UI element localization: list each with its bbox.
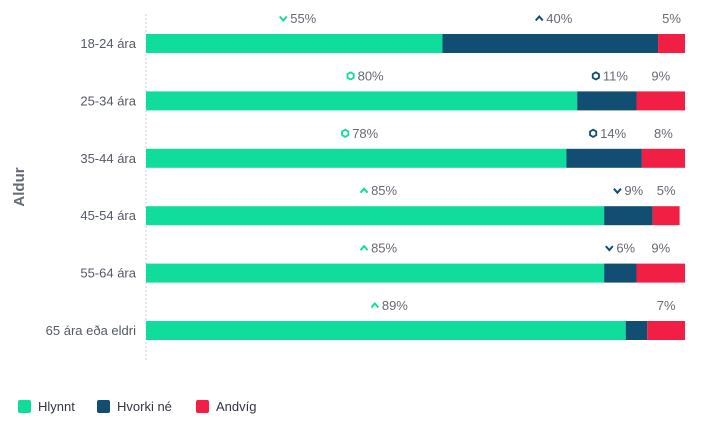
bar-segment xyxy=(658,34,685,53)
legend-swatch xyxy=(97,400,110,413)
chevron-down-icon xyxy=(605,245,614,252)
value-label: 5% xyxy=(657,183,676,198)
hexagon-icon xyxy=(346,71,355,81)
value-text: 11% xyxy=(603,68,628,83)
value-label: 7% xyxy=(657,298,676,313)
legend-swatch xyxy=(196,400,209,413)
value-text: 9% xyxy=(651,68,670,83)
bar-segment xyxy=(647,321,685,340)
bars xyxy=(146,34,685,340)
bar-segment xyxy=(146,34,443,53)
bar-segment xyxy=(652,206,680,226)
hexagon-icon xyxy=(591,71,600,81)
value-label: 5% xyxy=(662,11,681,26)
value-label: 85% xyxy=(359,241,398,256)
value-label: 78% xyxy=(341,126,379,141)
value-label: 55% xyxy=(278,11,317,26)
value-label: 85% xyxy=(359,183,398,198)
category-label: 18-24 ára xyxy=(80,36,136,51)
value-label: 40% xyxy=(534,11,573,26)
value-text: 7% xyxy=(657,298,676,313)
value-text: 5% xyxy=(657,183,676,198)
bar-segment xyxy=(146,321,626,340)
value-labels: 55% 40% 5% 80% 11% 9% 78% 14% 8% 85% 9% 5% 85% 6% 9% 89… xyxy=(278,11,681,313)
category-label: 55-64 ára xyxy=(80,266,136,281)
value-text: 80% xyxy=(358,68,384,83)
y-axis-title: Aldur xyxy=(11,167,28,206)
category-label: 65 ára eða eldri xyxy=(46,323,136,338)
value-text: 85% xyxy=(371,183,397,198)
value-text: 85% xyxy=(371,241,397,256)
legend-item[interactable]: Hvorki né xyxy=(97,399,172,414)
value-text: 5% xyxy=(662,11,681,26)
value-label: 6% xyxy=(605,241,636,256)
value-label: 80% xyxy=(346,68,384,83)
bar-segment xyxy=(641,148,685,168)
value-text: 40% xyxy=(546,11,572,26)
bar-segment xyxy=(636,91,685,111)
hexagon-icon xyxy=(589,128,598,138)
value-text: 9% xyxy=(624,183,643,198)
bar-segment xyxy=(604,263,637,283)
value-text: 6% xyxy=(616,241,635,256)
chevron-up-icon xyxy=(359,187,369,194)
chevron-up-icon xyxy=(370,301,380,309)
value-text: 8% xyxy=(654,126,673,141)
value-text: 89% xyxy=(382,298,408,313)
value-label: 14% xyxy=(589,126,627,141)
value-text: 55% xyxy=(290,11,316,26)
category-label: 25-34 ára xyxy=(80,93,136,108)
legend-item[interactable]: Andvíg xyxy=(196,399,256,414)
legend-label: Hvorki né xyxy=(117,399,172,414)
bar-segment xyxy=(636,263,685,283)
chevron-down-icon xyxy=(278,15,288,23)
value-text: 14% xyxy=(600,126,626,141)
hexagon-icon xyxy=(341,128,350,138)
value-label: 11% xyxy=(591,68,628,83)
bar-segment xyxy=(442,34,659,53)
bar-segment xyxy=(625,321,648,340)
value-label: 89% xyxy=(370,298,408,313)
chevron-up-icon xyxy=(359,244,369,251)
value-text: 78% xyxy=(352,126,378,141)
bar-segment xyxy=(146,206,605,226)
legend-label: Hlynnt xyxy=(38,399,75,414)
legend-item[interactable]: Hlynnt xyxy=(18,399,75,414)
bar-segment xyxy=(566,148,642,168)
legend: Hlynnt Hvorki né Andvíg xyxy=(18,399,256,414)
chevron-down-icon xyxy=(613,188,622,195)
bar-segment xyxy=(146,148,567,168)
chevron-up-icon xyxy=(534,14,544,22)
value-label: 8% xyxy=(654,126,673,141)
category-label: 45-54 ára xyxy=(80,208,136,223)
value-label: 9% xyxy=(651,68,670,83)
bar-segment xyxy=(146,91,578,111)
category-label: 35-44 ára xyxy=(80,151,136,166)
legend-swatch xyxy=(18,400,31,413)
bar-segment xyxy=(146,263,605,283)
value-label: 9% xyxy=(651,241,670,256)
value-text: 9% xyxy=(651,241,670,256)
value-label: 9% xyxy=(613,183,644,198)
bar-segment xyxy=(577,91,637,111)
legend-label: Andvíg xyxy=(216,399,256,414)
category-labels: 18-24 ára 25-34 ára 35-44 ára 45-54 ára 55-6… xyxy=(46,36,137,338)
bar-segment xyxy=(604,206,653,226)
